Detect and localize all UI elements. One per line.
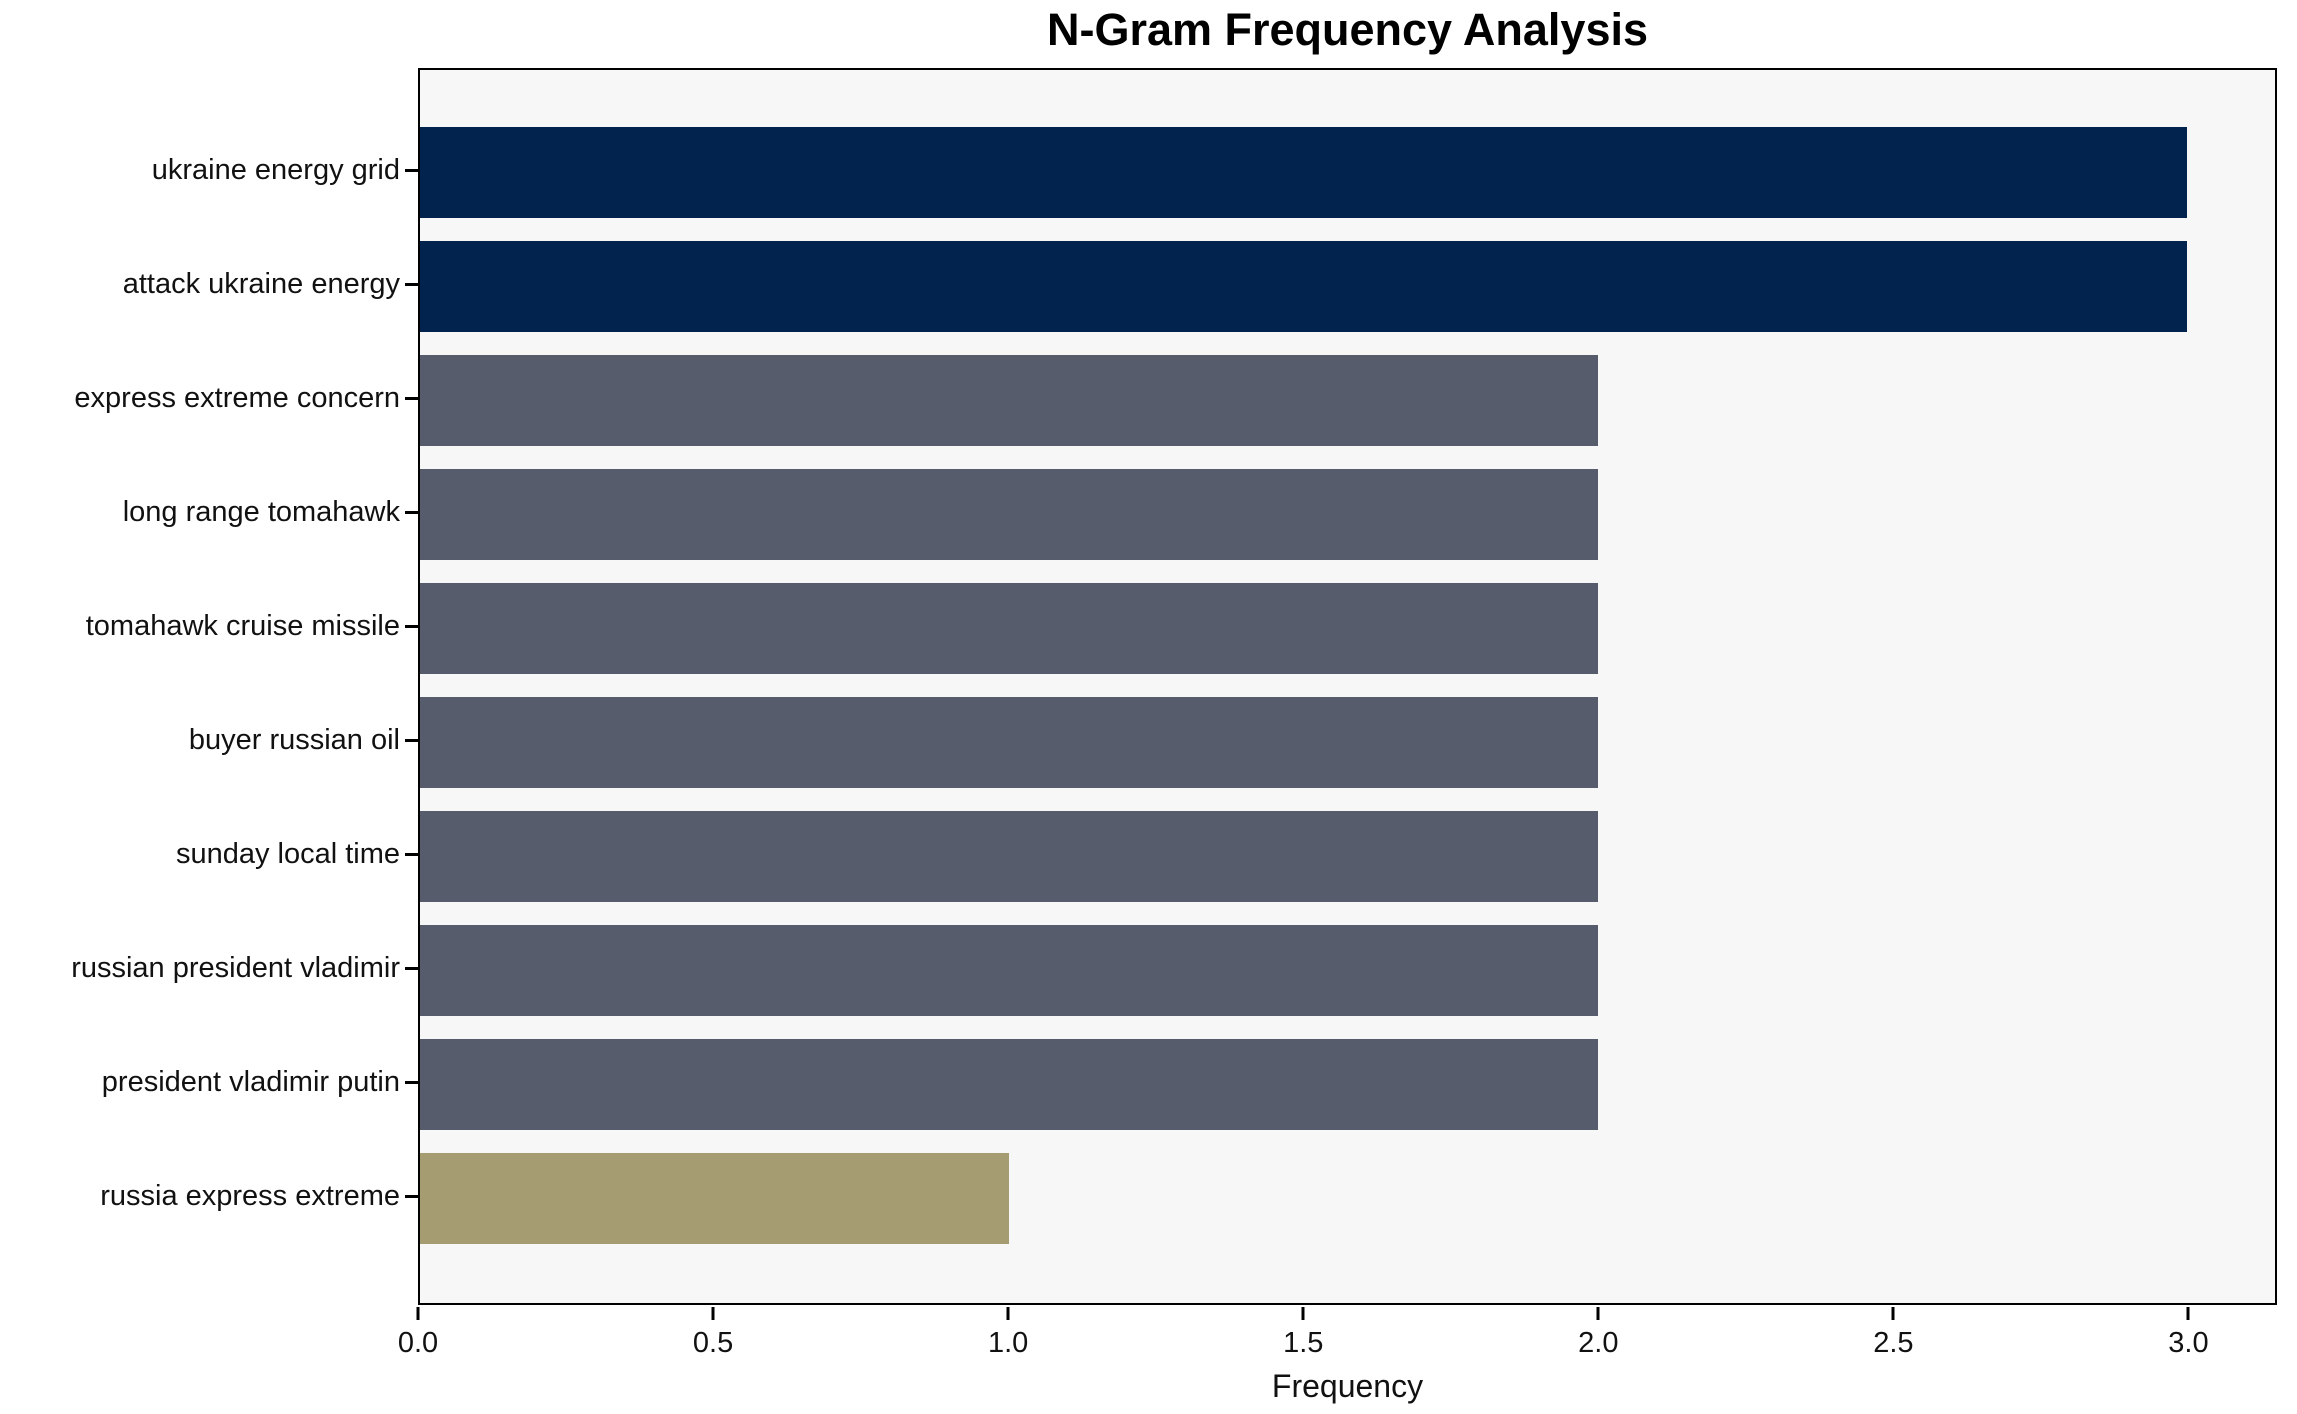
x-tick-label: 0.0 xyxy=(397,1327,439,1359)
x-axis: 0.0 0.5 1.0 1.5 2.0 2.5 3.0 xyxy=(398,1305,2277,1375)
y-label-row: president vladimir putin xyxy=(0,1025,400,1139)
y-tick-mark xyxy=(405,282,418,286)
bar xyxy=(420,810,1598,902)
bar-row xyxy=(420,115,2275,229)
y-tick-label: long range tomahawk xyxy=(122,495,400,528)
y-label-row: express extreme concern xyxy=(0,341,400,455)
x-tick-label: 1.5 xyxy=(1283,1327,1324,1359)
bar xyxy=(420,240,2187,332)
x-axis-title: Frequency xyxy=(1271,1368,1424,1404)
y-tick-mark xyxy=(405,1080,418,1084)
bar-row xyxy=(420,229,2275,343)
bar xyxy=(420,924,1598,1016)
x-tick-label: 0.5 xyxy=(692,1327,734,1359)
y-tick-label: russia express extreme xyxy=(100,1179,400,1212)
bar-row xyxy=(420,457,2275,571)
y-tick-label: tomahawk cruise missile xyxy=(85,609,400,642)
y-label-row: russia express extreme xyxy=(0,1139,400,1253)
x-tick-mark xyxy=(416,1307,420,1320)
x-tick-label: 3.0 xyxy=(2168,1327,2209,1359)
y-label-row: ukraine energy grid xyxy=(0,113,400,227)
y-tick-label: attack ukraine energy xyxy=(122,267,400,300)
bar-row xyxy=(420,1141,2275,1255)
y-tick-label: president vladimir putin xyxy=(101,1065,400,1098)
x-tick-mark xyxy=(1301,1307,1305,1320)
bar-row xyxy=(420,685,2275,799)
y-tick-label: express extreme concern xyxy=(74,381,400,414)
bar-row xyxy=(420,799,2275,913)
y-tick-mark xyxy=(405,852,418,856)
bar-row xyxy=(420,343,2275,457)
y-tick-label: ukraine energy grid xyxy=(151,153,400,186)
bar xyxy=(420,354,1598,446)
bar xyxy=(420,1152,1009,1244)
y-label-row: sunday local time xyxy=(0,797,400,911)
x-tick-mark xyxy=(1006,1307,1010,1320)
bars-container xyxy=(420,70,2275,1303)
x-tick-label: 2.5 xyxy=(1873,1327,1914,1359)
x-tick-label: 1.0 xyxy=(987,1327,1029,1359)
bar-row xyxy=(420,1027,2275,1141)
bar-row xyxy=(420,571,2275,685)
bar xyxy=(420,1038,1598,1130)
x-tick-mark xyxy=(1891,1307,1895,1320)
y-label-row: attack ukraine energy xyxy=(0,227,400,341)
y-tick-mark xyxy=(405,510,418,514)
y-tick-label: sunday local time xyxy=(175,837,400,870)
y-tick-mark xyxy=(405,168,418,172)
y-tick-label: russian president vladimir xyxy=(71,951,400,984)
y-axis-labels: ukraine energy grid attack ukraine energy… xyxy=(0,68,400,1305)
x-tick-mark xyxy=(2186,1307,2190,1320)
y-tick-mark xyxy=(405,624,418,628)
y-tick-mark xyxy=(405,396,418,400)
x-tick-mark xyxy=(1596,1307,1600,1320)
x-tick-mark xyxy=(711,1307,715,1320)
y-label-row: long range tomahawk xyxy=(0,455,400,569)
chart-title: N-Gram Frequency Analysis xyxy=(1046,4,1649,55)
bar xyxy=(420,582,1598,674)
bar xyxy=(420,126,2187,218)
y-tick-mark xyxy=(405,966,418,970)
y-tick-mark xyxy=(405,738,418,742)
bar xyxy=(420,468,1598,560)
y-label-row: buyer russian oil xyxy=(0,683,400,797)
y-label-row: russian president vladimir xyxy=(0,911,400,1025)
plot-area xyxy=(418,68,2277,1305)
bar-row xyxy=(420,913,2275,1027)
bar xyxy=(420,696,1598,788)
y-axis-ticks xyxy=(405,68,418,1305)
y-tick-label: buyer russian oil xyxy=(188,723,400,756)
x-tick-label: 2.0 xyxy=(1578,1327,1619,1359)
y-label-row: tomahawk cruise missile xyxy=(0,569,400,683)
y-tick-mark xyxy=(405,1194,418,1198)
